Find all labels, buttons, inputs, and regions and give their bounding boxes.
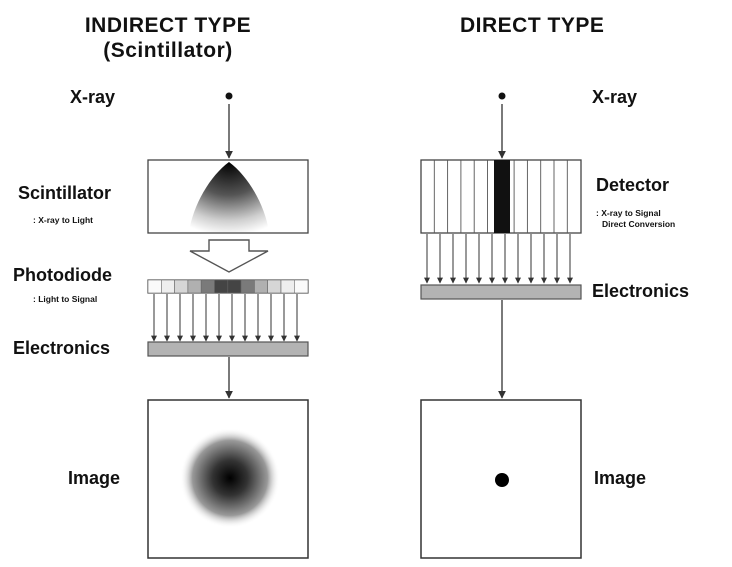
direct-pipeline <box>420 92 582 559</box>
indirect-electronics-label: Electronics <box>13 338 111 358</box>
scintillator-sub-label: : X-ray to Light <box>33 215 93 225</box>
direct-xray-source <box>498 92 506 100</box>
indirect-title-line1: INDIRECT TYPE <box>84 14 252 37</box>
detector-sub-label-line2: Direct Conversion <box>602 219 676 229</box>
indirect-xray-source <box>225 92 233 100</box>
light-transfer-arrow <box>189 239 269 273</box>
direct-electronics-bar <box>420 284 582 300</box>
direct-electronics-label: Electronics <box>592 281 690 301</box>
indirect-image-label: Image <box>68 468 121 488</box>
direct-image-label: Image <box>594 468 647 488</box>
photodiode-sub-label: : Light to Signal <box>33 294 98 304</box>
direct-sharp-spot <box>495 473 509 487</box>
indirect-title-line2: (Scintillator) <box>103 39 233 62</box>
active-detector-pixel <box>494 160 510 233</box>
direct-title: DIRECT TYPE <box>460 14 605 37</box>
photodiode-label: Photodiode <box>13 265 112 285</box>
direct-xray-label: X-ray <box>592 87 638 107</box>
indirect-electronics-bar <box>147 341 309 357</box>
indirect-signal-arrows <box>151 294 300 342</box>
scintillator-label: Scintillator <box>18 183 112 203</box>
detector-array <box>420 159 582 234</box>
detector-label: Detector <box>596 175 670 195</box>
indirect-xray-label: X-ray <box>70 87 116 107</box>
scintillation-cone <box>189 162 269 232</box>
direct-signal-arrows <box>424 234 573 284</box>
indirect-blurred-spot <box>180 428 280 528</box>
detector-sub-label-line1: : X-ray to Signal <box>596 208 661 218</box>
photodiode-array <box>147 279 309 294</box>
indirect-pipeline <box>147 92 309 559</box>
